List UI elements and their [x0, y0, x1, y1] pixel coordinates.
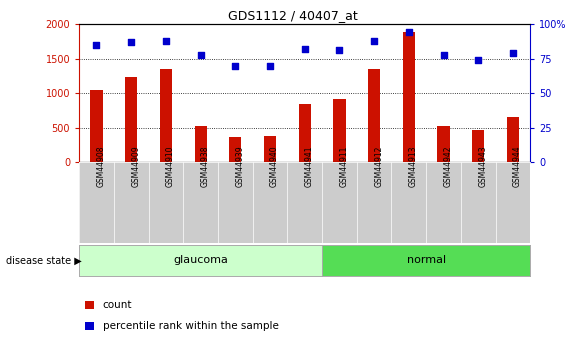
Text: GSM44938: GSM44938: [200, 146, 210, 187]
Bar: [403, 32, 415, 162]
Text: GSM44913: GSM44913: [409, 146, 418, 187]
Bar: [472, 130, 485, 162]
Bar: [195, 126, 207, 162]
Point: [508, 50, 517, 56]
Text: GSM44941: GSM44941: [305, 146, 314, 187]
Text: GSM44943: GSM44943: [478, 145, 488, 187]
Point: [300, 46, 309, 52]
Point: [335, 48, 344, 53]
Text: GDS1112 / 40407_at: GDS1112 / 40407_at: [228, 9, 358, 22]
Bar: [90, 90, 103, 162]
Bar: [438, 126, 449, 162]
Point: [231, 63, 240, 68]
Text: GSM44911: GSM44911: [339, 146, 349, 187]
Bar: [368, 69, 380, 162]
Text: GSM44942: GSM44942: [444, 146, 452, 187]
Text: GSM44939: GSM44939: [236, 145, 244, 187]
Point: [127, 39, 136, 45]
Text: glaucoma: glaucoma: [173, 256, 228, 265]
Point: [369, 38, 379, 43]
Point: [196, 52, 205, 57]
Text: count: count: [103, 300, 132, 310]
Point: [92, 42, 101, 48]
Bar: [299, 104, 311, 162]
Point: [265, 63, 275, 68]
Text: percentile rank within the sample: percentile rank within the sample: [103, 321, 278, 331]
Bar: [333, 99, 346, 162]
Point: [473, 57, 483, 63]
Bar: [229, 137, 241, 162]
Point: [439, 52, 448, 57]
Text: GSM44912: GSM44912: [374, 146, 383, 187]
Text: GSM44909: GSM44909: [131, 145, 140, 187]
Point: [404, 30, 414, 35]
Bar: [125, 77, 137, 162]
Text: GSM44908: GSM44908: [97, 146, 105, 187]
Point: [161, 38, 171, 43]
Bar: [507, 117, 519, 162]
Bar: [264, 136, 276, 162]
Text: GSM44940: GSM44940: [270, 145, 279, 187]
Text: disease state ▶: disease state ▶: [6, 256, 81, 265]
Text: GSM44944: GSM44944: [513, 145, 522, 187]
Bar: [160, 69, 172, 162]
Text: normal: normal: [407, 256, 446, 265]
Text: GSM44910: GSM44910: [166, 146, 175, 187]
